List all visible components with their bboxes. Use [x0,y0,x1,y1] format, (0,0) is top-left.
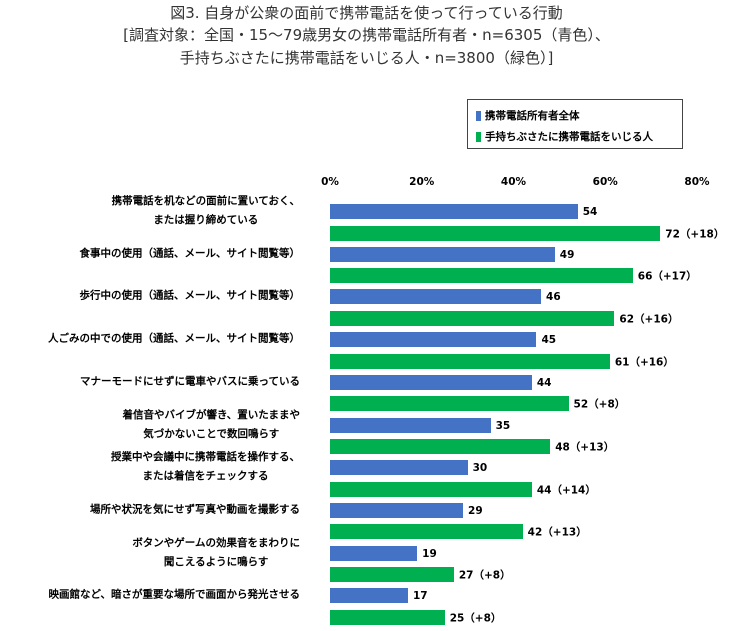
data-label: 42（+13） [527,526,587,539]
legend-item-series-2: 手持ちぶさたに携帯電話をいじる人 [476,129,653,144]
bar-all-owners [330,417,491,433]
data-label: 48（+13） [555,441,615,454]
category-label: 場所や状況を気にせず写真や動画を撮影する [90,503,300,516]
data-label: 30 [472,462,488,475]
data-label: 44（+14） [536,484,596,497]
bar-all-owners [330,246,555,262]
legend-item-series-1: 携帯電話所有者全体 [476,108,580,123]
x-tick-label: 0% [321,176,339,188]
category-label: 授業中や会議中に携帯電話を操作する、 または着信をチェックする [111,451,300,483]
bar-idle-users [330,353,610,369]
category-label: 映画館など、暗さが重要な場所で画面から発光させる [48,588,300,601]
bar-all-owners [330,545,418,561]
data-label: 29 [468,504,483,517]
legend-swatch [476,131,481,142]
data-label: 35 [495,419,511,432]
data-label: 45 [541,334,557,347]
bar-idle-users [330,481,532,497]
bar-idle-users [330,225,661,241]
data-label: 72（+18） [665,228,725,240]
x-tick-label: 60% [592,176,618,188]
data-label: 49 [559,248,575,261]
legend-swatch [476,110,481,121]
bar-idle-users [330,524,523,540]
bar-all-owners [330,204,578,219]
category-label: マナーモードにせずに電車やバスに乗っている [80,375,300,388]
bar-idle-users [330,310,615,326]
data-label: 62（+16） [619,313,679,326]
bar-all-owners [330,588,408,604]
x-tick-label: 80% [684,176,710,188]
category-label: 食事中の使用（通話、メール、サイト閲覧等） [79,247,301,260]
bar-idle-users [330,439,551,454]
data-label: 54 [582,206,598,218]
data-label: 25（+8） [449,612,502,625]
data-label: 17 [412,590,428,603]
bar-idle-users [330,609,445,625]
chart-subtitle-line-1: [調査対象：全国・15～79歳男女の携帯電話所有者・n=6305（青色）、 [123,26,610,44]
category-label: 携帯電話を机などの面前に置いておく、 または握り締めている [111,195,300,226]
bar-all-owners [330,502,464,518]
legend-label: 携帯電話所有者全体 [485,110,580,122]
bar-all-owners [330,460,468,476]
bar-all-owners [330,374,532,390]
data-label: 46 [546,291,561,304]
bar-idle-users [330,268,633,284]
legend: 携帯電話所有者全体 手持ちぶさたに携帯電話をいじる人 [467,99,683,149]
bar-idle-users [330,567,454,583]
bar-all-owners [330,332,537,348]
data-label: 61（+16） [614,356,674,369]
bar-all-owners [330,289,542,305]
x-tick-label: 40% [500,176,527,188]
chart-title: 図3. 自身が公衆の面前で携帯電話を使って行っている行動 [170,4,563,22]
data-label: 27（+8） [458,569,511,582]
data-label: 44 [536,376,552,389]
data-label: 66（+17） [637,270,697,283]
category-label: 歩行中の使用（通話、メール、サイト閲覧等） [79,289,301,302]
data-label: 19 [422,547,437,560]
chart-subtitle-line-2: 手持ちぶさたに携帯電話をいじる人・n=3800（緑色）] [179,49,554,67]
category-label: ボタンやゲームの効果音をまわりに 聞こえるように鳴らす [132,536,300,568]
x-tick-label: 20% [409,176,435,188]
category-label: 人ごみの中での使用（通話、メール、サイト閲覧等） [48,332,300,345]
bar-idle-users [330,396,569,412]
data-label: 52（+8） [573,398,626,411]
category-label: 着信音やバイブが響き、置いたままや 気づかないことで数回鳴らす [122,408,300,440]
legend-label: 手持ちぶさたに携帯電話をいじる人 [485,131,653,143]
